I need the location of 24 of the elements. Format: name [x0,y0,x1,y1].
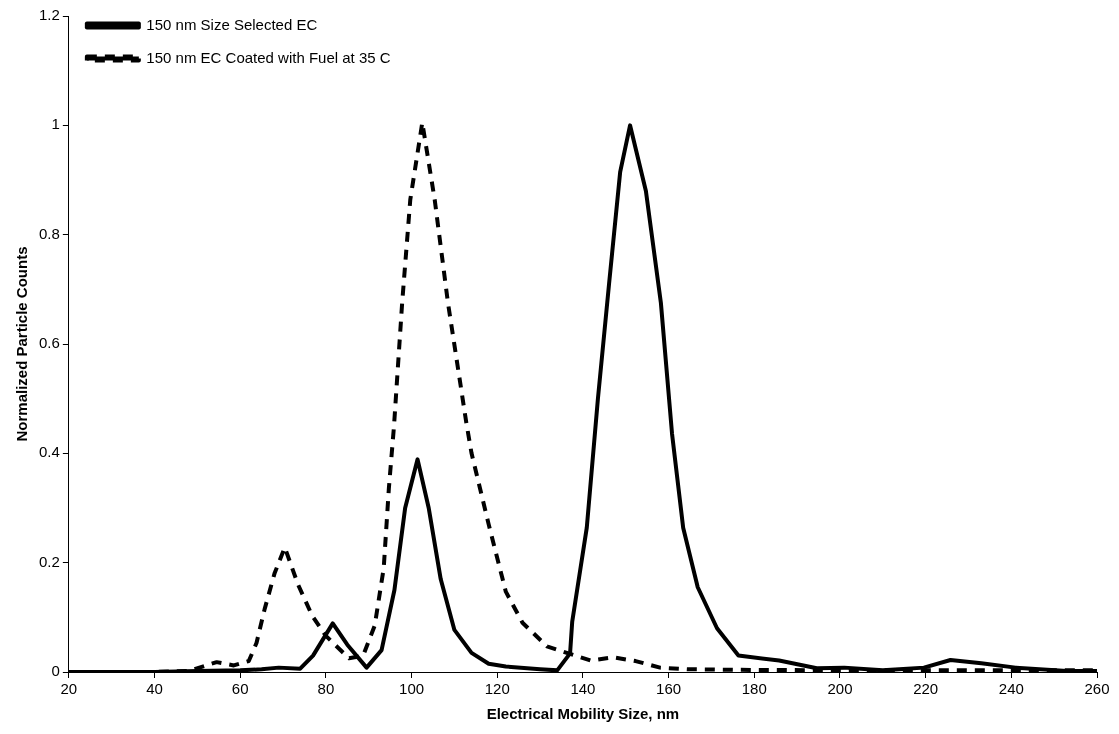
x-tick-label: 220 [913,680,939,698]
legend-label: 150 nm Size Selected EC [146,15,318,33]
y-tick-label: 0 [51,662,60,680]
y-tick-label: 0.4 [38,443,60,461]
x-tick-label: 260 [1084,680,1110,698]
legend-label: 150 nm EC Coated with Fuel at 35 C [146,48,391,66]
x-tick-label: 140 [570,680,596,698]
y-axis-title: Normalized Particle Counts [13,246,31,442]
x-tick-label: 100 [399,680,425,698]
y-tick-label: 1.2 [38,6,60,24]
y-tick-label: 0.6 [38,334,60,352]
x-tick-label: 200 [827,680,853,698]
x-tick-label: 180 [741,680,767,698]
x-tick-label: 80 [317,680,335,698]
x-tick-label: 40 [146,680,163,698]
x-axis-title: Electrical Mobility Size, nm [486,705,680,723]
y-tick-label: 1 [51,115,60,133]
x-tick-label: 120 [484,680,510,698]
x-tick-label: 160 [656,680,682,698]
x-tick-label: 20 [60,680,78,698]
x-tick-label: 240 [998,680,1024,698]
y-tick-label: 0.8 [38,224,60,242]
x-tick-label: 60 [231,680,249,698]
y-tick-label: 0.2 [38,552,60,570]
